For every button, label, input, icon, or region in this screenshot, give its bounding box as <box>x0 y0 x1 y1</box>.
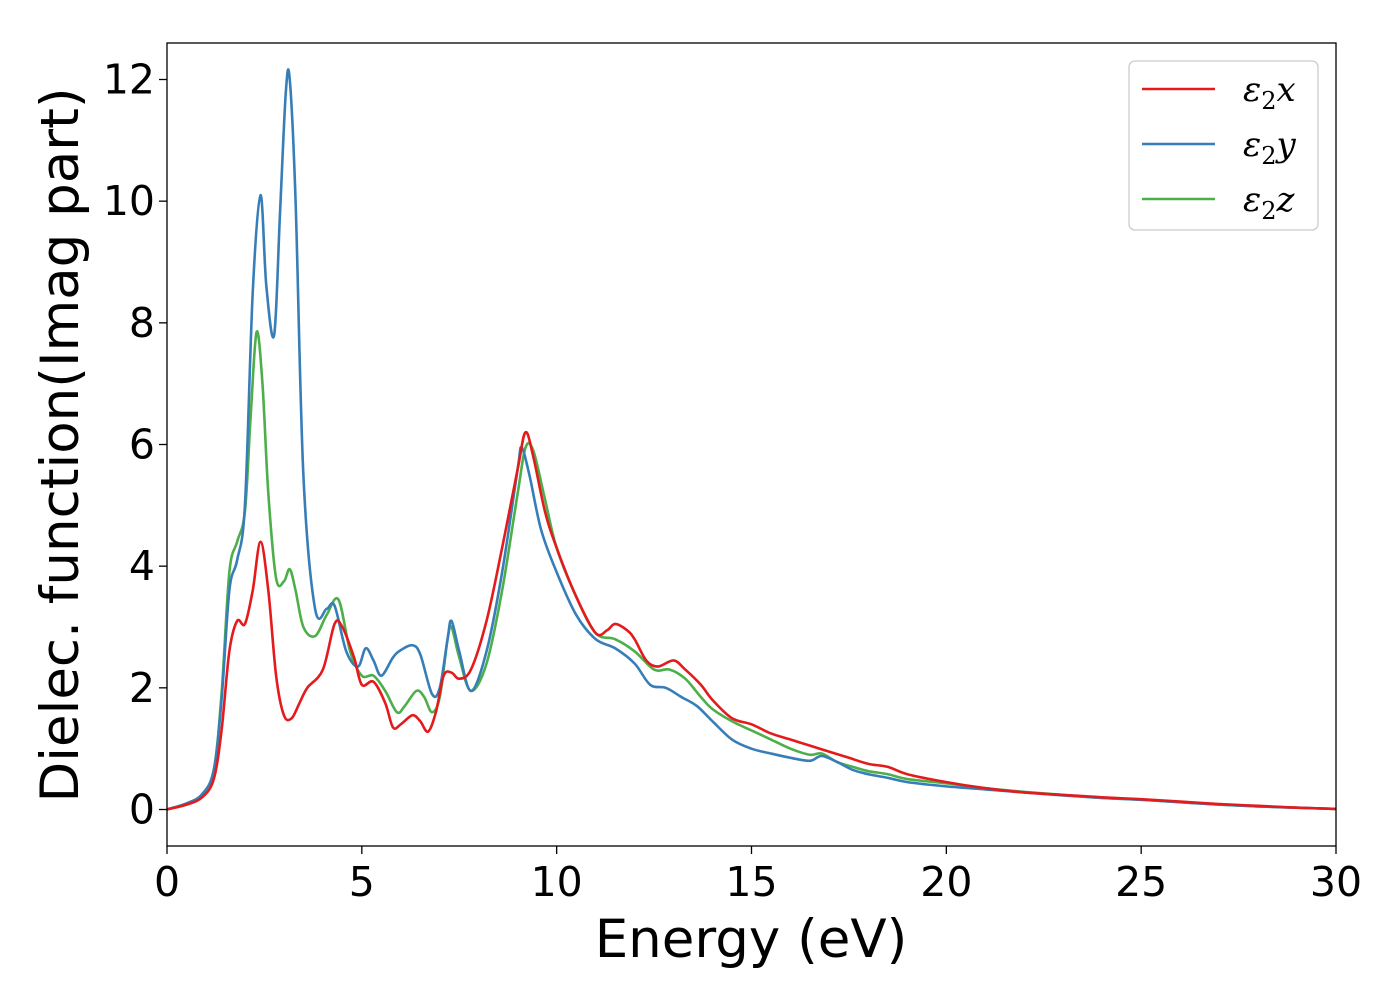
legend-box <box>1128 60 1319 231</box>
ticks-layer: 0 5 10 15 20 25 30 0 2 4 6 8 10 12 <box>103 56 1362 907</box>
legend-subscript: 2 <box>1261 142 1276 170</box>
legend-subscript: 2 <box>1261 87 1276 115</box>
y-axis-title: Dielec. function(Imag part) <box>30 87 91 802</box>
series-layer <box>166 68 1337 811</box>
x-tick-label: 10 <box>531 858 583 906</box>
legend-symbol: ε <box>1243 125 1261 165</box>
x-tick-label: 15 <box>725 858 777 906</box>
series-line-y <box>166 68 1337 811</box>
x-tick-label: 30 <box>1310 858 1362 906</box>
y-tick-label: 2 <box>129 664 155 712</box>
y-tick-label: 12 <box>103 56 155 104</box>
series-line-z <box>166 330 1337 811</box>
x-tick-label: 0 <box>154 858 180 906</box>
legend-subscript: 2 <box>1261 197 1276 225</box>
x-tick-label: 5 <box>349 858 375 906</box>
legend-label-z: ε2z <box>1243 180 1296 225</box>
y-tick-label: 8 <box>129 299 155 347</box>
x-axis-title: Energy (eV) <box>595 909 908 970</box>
y-tick-label: 0 <box>129 786 155 834</box>
y-tick-label: 4 <box>129 542 155 590</box>
x-tick-label: 20 <box>920 858 972 906</box>
legend-label-y: ε2y <box>1243 125 1297 170</box>
legend-axis: x <box>1277 70 1296 110</box>
x-tick-label: 25 <box>1115 858 1167 906</box>
y-tick-label: 6 <box>129 421 155 469</box>
legend-axis: y <box>1275 125 1297 165</box>
legend-axis: z <box>1276 180 1296 220</box>
legend-symbol: ε <box>1243 180 1261 220</box>
y-tick-label: 10 <box>103 177 155 225</box>
legend-symbol: ε <box>1243 70 1261 110</box>
legend-label-x: ε2x <box>1243 70 1296 115</box>
series-line-x <box>166 430 1337 811</box>
